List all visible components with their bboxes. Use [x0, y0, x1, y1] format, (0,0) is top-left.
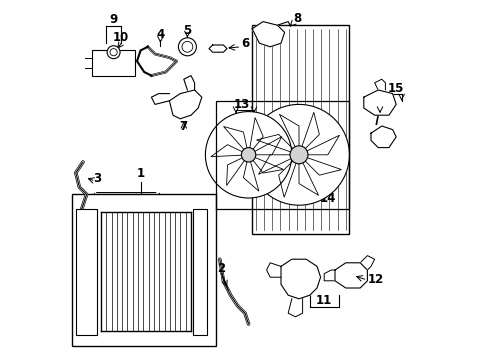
Bar [72, 194, 216, 346]
Polygon shape [364, 90, 396, 115]
Text: 4: 4 [156, 28, 165, 41]
Text: 14: 14 [319, 192, 336, 204]
Polygon shape [267, 263, 281, 277]
Circle shape [182, 41, 193, 52]
Text: 13: 13 [233, 98, 249, 111]
Polygon shape [335, 263, 368, 288]
Polygon shape [252, 22, 285, 47]
Polygon shape [151, 94, 170, 104]
Circle shape [107, 46, 120, 59]
Text: 1: 1 [137, 167, 145, 180]
Text: 6: 6 [241, 37, 249, 50]
Bar [76, 209, 98, 335]
Circle shape [248, 104, 349, 205]
Circle shape [205, 112, 292, 198]
Circle shape [290, 146, 308, 164]
Text: 2: 2 [218, 262, 226, 275]
Text: 15: 15 [387, 82, 404, 95]
Polygon shape [288, 299, 303, 317]
Polygon shape [184, 76, 195, 90]
Text: 3: 3 [93, 172, 101, 185]
Polygon shape [170, 90, 202, 119]
Text: 10: 10 [113, 31, 129, 44]
Text: 9: 9 [109, 13, 118, 26]
Text: 11: 11 [316, 294, 332, 307]
Polygon shape [281, 259, 320, 299]
Polygon shape [371, 126, 396, 148]
Bar [252, 25, 349, 234]
Bar [193, 209, 207, 335]
Circle shape [242, 148, 256, 162]
Text: 12: 12 [368, 273, 384, 285]
Text: 7: 7 [180, 120, 188, 132]
Text: 5: 5 [183, 24, 192, 37]
Bar [92, 50, 135, 76]
Circle shape [178, 38, 196, 56]
Circle shape [110, 49, 117, 56]
Text: 8: 8 [294, 12, 302, 24]
